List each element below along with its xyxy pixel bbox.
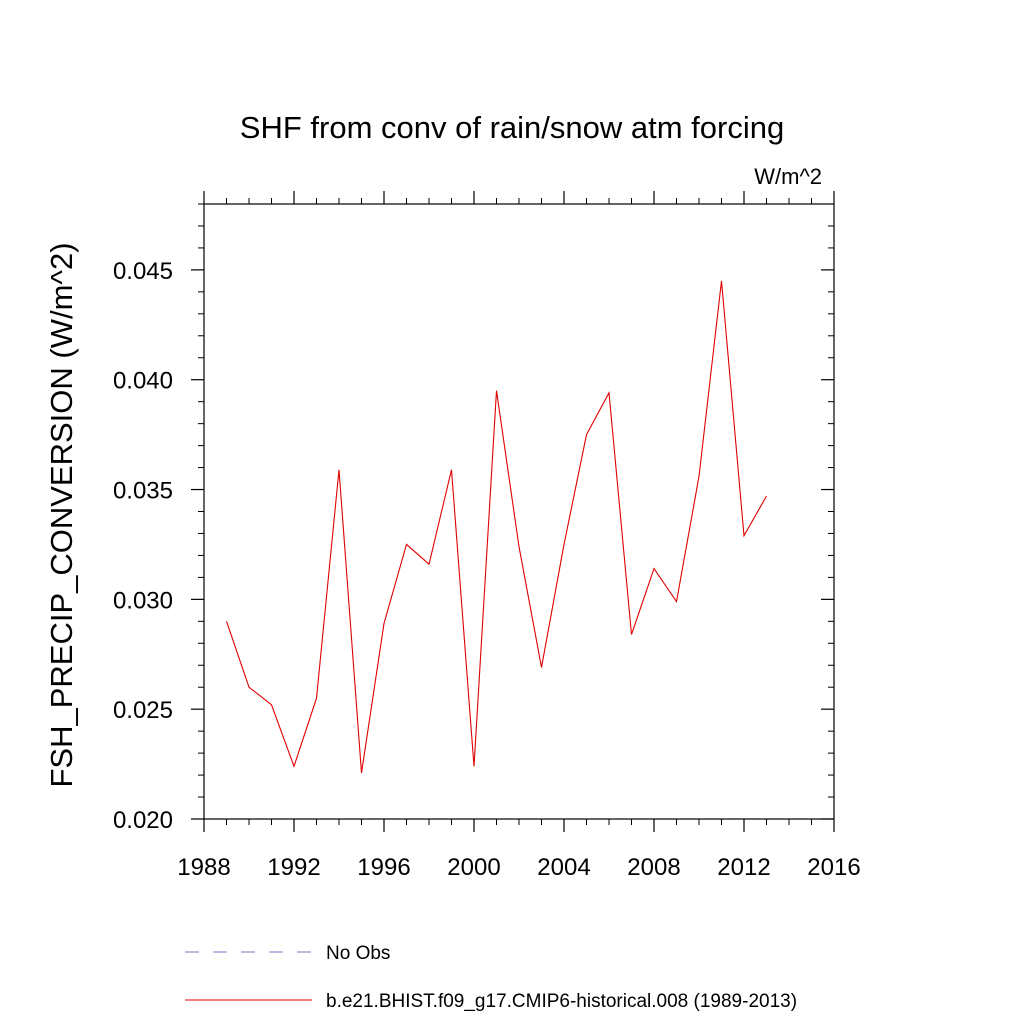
x-tick-label: 1992: [267, 854, 320, 881]
y-tick-label: 0.035: [113, 478, 173, 505]
x-tick-label: 2016: [807, 854, 860, 881]
x-tick-label: 1996: [357, 854, 410, 881]
legend-label: No Obs: [326, 943, 390, 964]
x-tick-label: 2000: [447, 854, 500, 881]
x-tick-label: 2004: [537, 854, 590, 881]
y-tick-label: 0.020: [113, 807, 173, 834]
legend: No Obs b.e21.BHIST.f09_g17.CMIP6-historic…: [185, 943, 797, 1012]
y-tick-label: 0.030: [113, 587, 173, 614]
units-label: W/m^2: [754, 164, 822, 189]
chart-title: SHF from conv of rain/snow atm forcing: [240, 110, 784, 145]
x-tick-label: 2012: [717, 854, 770, 881]
x-tick-label: 2008: [627, 854, 680, 881]
y-tick-label: 0.045: [113, 258, 173, 285]
y-tick-label: 0.040: [113, 368, 173, 395]
plot-frame: [203, 203, 835, 820]
y-axis-label: FSH_PRECIP_CONVERSION (W/m^2): [44, 242, 79, 787]
series-layer: [225, 280, 767, 773]
axis-ticks: 1988 1992 1996 2000 2004 2008 2012 2016 0.020 0.0…: [113, 191, 861, 881]
series-line-0: [225, 280, 767, 773]
y-tick-label: 0.025: [113, 697, 173, 724]
legend-label: b.e21.BHIST.f09_g17.CMIP6-historical.008…: [326, 991, 797, 1012]
x-tick-label: 1988: [177, 854, 230, 881]
